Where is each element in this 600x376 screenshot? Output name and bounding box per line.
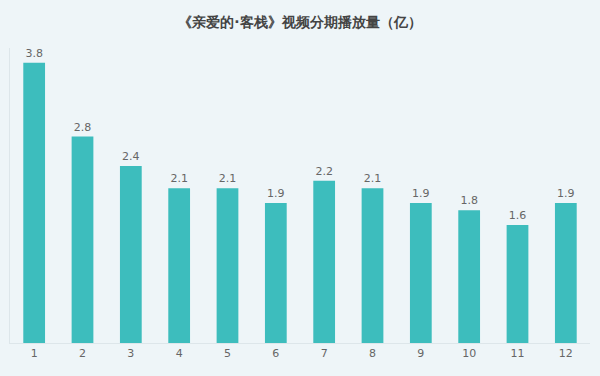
- svg-text:《亲爱的·客栈》视频分期播放量（亿）: 《亲爱的·客栈》视频分期播放量（亿）: [178, 14, 421, 30]
- svg-text:5: 5: [224, 347, 231, 360]
- svg-text:2.4: 2.4: [122, 150, 139, 163]
- svg-text:1: 1: [31, 347, 38, 360]
- svg-text:2.1: 2.1: [219, 172, 237, 185]
- svg-text:1.6: 1.6: [509, 209, 527, 222]
- svg-text:1.9: 1.9: [557, 187, 575, 200]
- svg-text:10: 10: [462, 347, 476, 360]
- svg-text:7: 7: [321, 347, 328, 360]
- svg-text:3.8: 3.8: [25, 47, 43, 60]
- svg-text:3: 3: [127, 347, 134, 360]
- svg-text:2: 2: [79, 347, 86, 360]
- svg-text:2.8: 2.8: [74, 121, 92, 134]
- svg-text:2.1: 2.1: [364, 172, 382, 185]
- svg-text:2.2: 2.2: [315, 165, 333, 178]
- svg-text:9: 9: [417, 347, 424, 360]
- svg-text:1.9: 1.9: [412, 187, 430, 200]
- svg-text:1.8: 1.8: [460, 194, 478, 207]
- svg-text:8: 8: [369, 347, 376, 360]
- svg-text:4: 4: [176, 347, 183, 360]
- svg-text:11: 11: [511, 347, 525, 360]
- svg-text:12: 12: [559, 347, 573, 360]
- svg-text:2.1: 2.1: [170, 172, 188, 185]
- svg-text:1.9: 1.9: [267, 187, 285, 200]
- svg-text:6: 6: [272, 347, 279, 360]
